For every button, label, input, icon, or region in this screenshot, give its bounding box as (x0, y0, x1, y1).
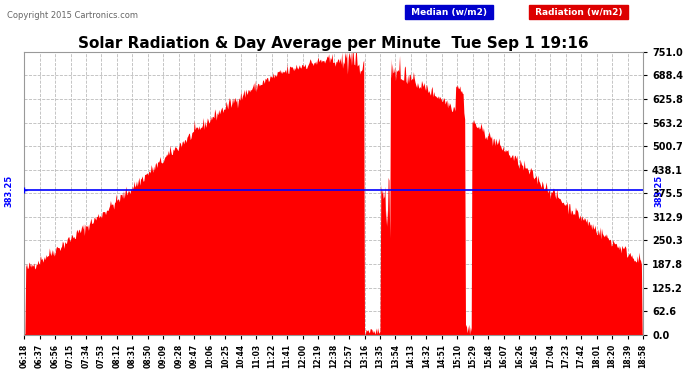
Text: 383.25: 383.25 (5, 174, 14, 207)
Text: Radiation (w/m2): Radiation (w/m2) (531, 8, 625, 17)
Text: 383.25: 383.25 (654, 174, 663, 207)
Text: Median (w/m2): Median (w/m2) (408, 8, 490, 17)
Title: Solar Radiation & Day Average per Minute  Tue Sep 1 19:16: Solar Radiation & Day Average per Minute… (78, 36, 589, 51)
Text: Copyright 2015 Cartronics.com: Copyright 2015 Cartronics.com (7, 11, 138, 20)
